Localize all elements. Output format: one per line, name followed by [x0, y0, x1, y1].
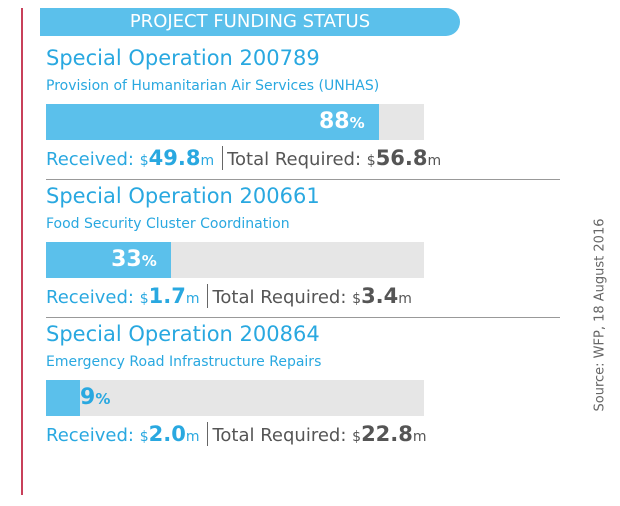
- received: Received: $1.7m: [46, 284, 199, 308]
- received-label: Received:: [46, 425, 134, 446]
- received-amount: 1.7: [148, 284, 186, 308]
- funding-line: Received: $1.7m Total Required: $3.4m: [46, 284, 412, 308]
- funding-line: Received: $2.0m Total Required: $22.8m: [46, 422, 427, 446]
- unit: m: [412, 429, 427, 445]
- required-amount: 22.8: [361, 422, 413, 446]
- operation-subtitle: Provision of Humanitarian Air Services (…: [46, 78, 380, 94]
- percent-value: 9: [80, 385, 96, 410]
- received-amount: 2.0: [148, 422, 186, 446]
- required-label: Total Required:: [212, 425, 347, 446]
- required-amount: 3.4: [361, 284, 399, 308]
- percent-value: 88: [318, 109, 350, 134]
- currency: $: [139, 291, 149, 307]
- separator: [46, 179, 560, 180]
- received-amount: 49.8: [148, 146, 201, 170]
- unit: m: [398, 291, 412, 307]
- unit: m: [200, 153, 215, 169]
- currency: $: [352, 429, 362, 445]
- unit: m: [427, 153, 442, 169]
- progress-bar: [46, 242, 171, 278]
- progress-track: 88%: [46, 104, 424, 140]
- currency: $: [139, 429, 149, 445]
- separator: [46, 317, 560, 318]
- required-label: Total Required:: [227, 149, 362, 170]
- percent-label: 9%: [80, 380, 110, 417]
- header-title: PROJECT FUNDING STATUS: [40, 8, 460, 36]
- percent-unit: %: [141, 252, 157, 270]
- accent-line: [21, 8, 23, 495]
- total-required: Total Required: $3.4m: [207, 284, 412, 308]
- required-label: Total Required:: [212, 287, 347, 308]
- progress-track: 33%: [46, 242, 424, 278]
- operation-title: Special Operation 200864: [46, 322, 320, 346]
- operation-subtitle: Food Security Cluster Coordination: [46, 216, 290, 232]
- source: Source: WFP, 18 August 2016: [592, 218, 608, 412]
- percent-unit: %: [95, 390, 111, 408]
- unit: m: [185, 291, 200, 307]
- funding-line: Received: $49.8m Total Required: $56.8m: [46, 146, 441, 170]
- received-label: Received:: [46, 149, 134, 170]
- currency: $: [366, 153, 376, 169]
- received: Received: $49.8m: [46, 146, 214, 170]
- total-required: Total Required: $22.8m: [207, 422, 427, 446]
- percent-unit: %: [349, 114, 365, 132]
- percent-value: 33: [111, 247, 142, 272]
- received-label: Received:: [46, 287, 134, 308]
- progress-bar: [46, 104, 379, 140]
- percent-label: 33%: [111, 242, 157, 279]
- percent-label: 88%: [319, 104, 365, 141]
- received: Received: $2.0m: [46, 422, 199, 446]
- progress-bar: [46, 380, 81, 416]
- operation-title: Special Operation 200789: [46, 46, 320, 70]
- total-required: Total Required: $56.8m: [222, 146, 441, 170]
- currency: $: [139, 153, 149, 169]
- required-amount: 56.8: [375, 146, 428, 170]
- progress-track: 9%: [46, 380, 424, 416]
- operation-title: Special Operation 200661: [46, 184, 320, 208]
- unit: m: [185, 429, 200, 445]
- currency: $: [352, 291, 362, 307]
- operation-subtitle: Emergency Road Infrastructure Repairs: [46, 354, 322, 370]
